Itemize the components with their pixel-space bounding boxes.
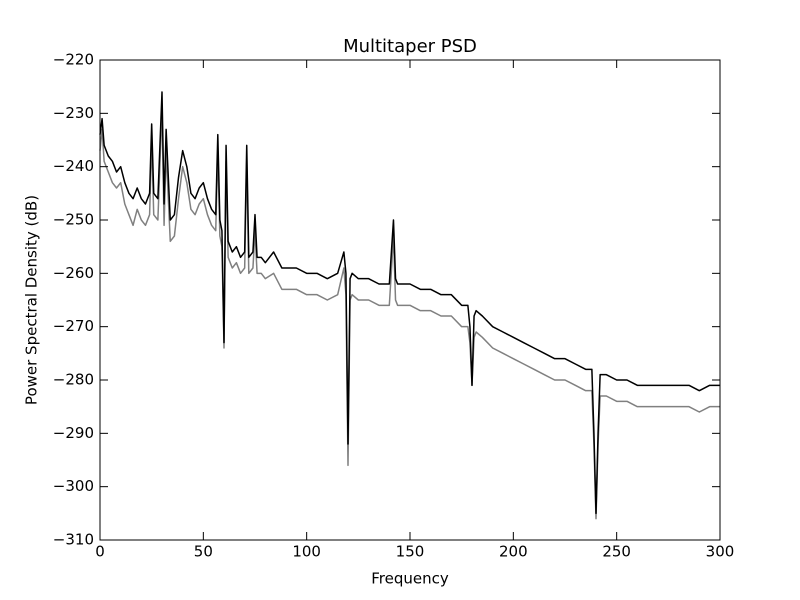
psd-line (99, 91, 720, 515)
x-axis-label: Frequency (371, 570, 449, 588)
x-tick-label: 100 (292, 543, 321, 561)
y-tick-label: −310 (53, 531, 94, 549)
y-tick-label: −280 (53, 371, 94, 389)
y-tick-label: −260 (53, 264, 94, 282)
x-tick-label: 300 (706, 543, 735, 561)
x-tick-label: 0 (95, 543, 105, 561)
y-axis-label: Power Spectral Density (dB) (23, 195, 41, 405)
y-tick-label: −230 (53, 104, 94, 122)
y-tick-label: −240 (53, 157, 94, 175)
x-tick-label: 150 (396, 543, 425, 561)
y-tick-label: −250 (53, 211, 94, 229)
y-tick-label: −300 (53, 477, 94, 495)
psd-line (99, 107, 720, 520)
x-tick-label: 200 (499, 543, 528, 561)
y-tick-label: −270 (53, 317, 94, 335)
y-tick-label: −220 (53, 51, 94, 69)
chart-title: Multitaper PSD (343, 36, 477, 57)
x-tick-label: 50 (194, 543, 213, 561)
y-tick-label: −290 (53, 424, 94, 442)
x-tick-label: 250 (602, 543, 631, 561)
